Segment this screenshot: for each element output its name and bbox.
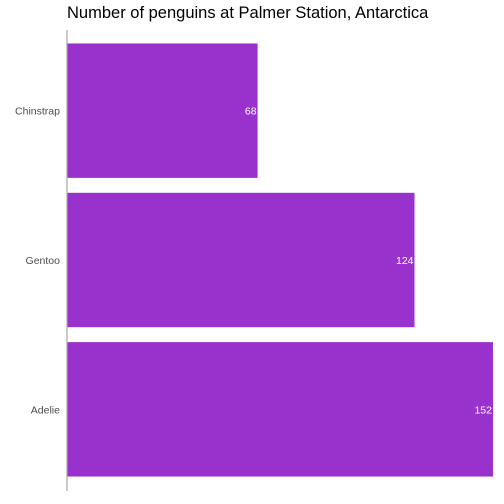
bar-chinstrap bbox=[67, 43, 258, 178]
y-tick-label-adelie: Adelie bbox=[31, 404, 60, 416]
y-tick-label-gentoo: Gentoo bbox=[26, 255, 61, 267]
data-label-chinstrap: 68 bbox=[245, 106, 257, 118]
chart-title: Number of penguins at Palmer Station, An… bbox=[67, 4, 429, 22]
data-label-adelie: 152 bbox=[474, 404, 492, 416]
data-label-gentoo: 124 bbox=[396, 255, 414, 267]
bars-layer bbox=[67, 43, 493, 477]
y-tick-label-chinstrap: Chinstrap bbox=[15, 106, 60, 118]
bar-gentoo bbox=[67, 192, 415, 328]
bar-adelie bbox=[67, 342, 493, 477]
labels-layer: 68 Chinstrap 124 Gentoo 152 Adelie bbox=[15, 106, 492, 417]
